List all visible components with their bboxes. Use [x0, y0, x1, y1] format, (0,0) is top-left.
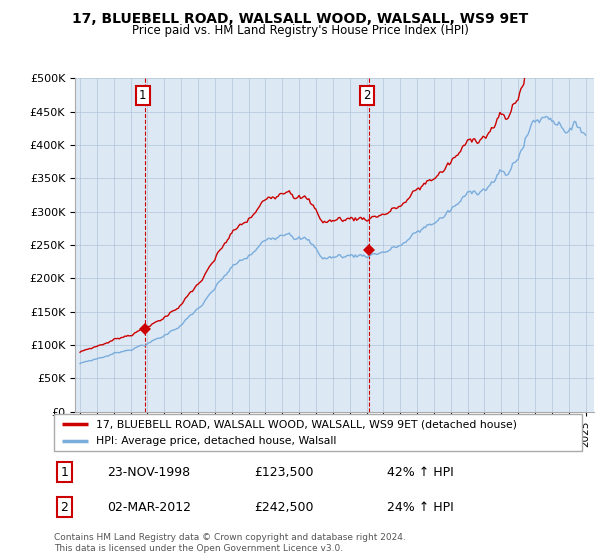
- Text: 1: 1: [139, 88, 146, 101]
- Text: 1: 1: [61, 466, 68, 479]
- FancyBboxPatch shape: [54, 414, 582, 451]
- Text: 23-NOV-1998: 23-NOV-1998: [107, 466, 190, 479]
- Text: Price paid vs. HM Land Registry's House Price Index (HPI): Price paid vs. HM Land Registry's House …: [131, 24, 469, 37]
- Text: HPI: Average price, detached house, Walsall: HPI: Average price, detached house, Wals…: [96, 436, 337, 446]
- Text: 24% ↑ HPI: 24% ↑ HPI: [386, 501, 454, 514]
- Text: £242,500: £242,500: [254, 501, 314, 514]
- Text: £123,500: £123,500: [254, 466, 314, 479]
- Text: 17, BLUEBELL ROAD, WALSALL WOOD, WALSALL, WS9 9ET (detached house): 17, BLUEBELL ROAD, WALSALL WOOD, WALSALL…: [96, 419, 517, 429]
- Text: 2: 2: [363, 88, 371, 101]
- Text: Contains HM Land Registry data © Crown copyright and database right 2024.
This d: Contains HM Land Registry data © Crown c…: [54, 533, 406, 553]
- Text: 17, BLUEBELL ROAD, WALSALL WOOD, WALSALL, WS9 9ET: 17, BLUEBELL ROAD, WALSALL WOOD, WALSALL…: [72, 12, 528, 26]
- Text: 42% ↑ HPI: 42% ↑ HPI: [386, 466, 454, 479]
- Text: 2: 2: [61, 501, 68, 514]
- Text: 02-MAR-2012: 02-MAR-2012: [107, 501, 191, 514]
